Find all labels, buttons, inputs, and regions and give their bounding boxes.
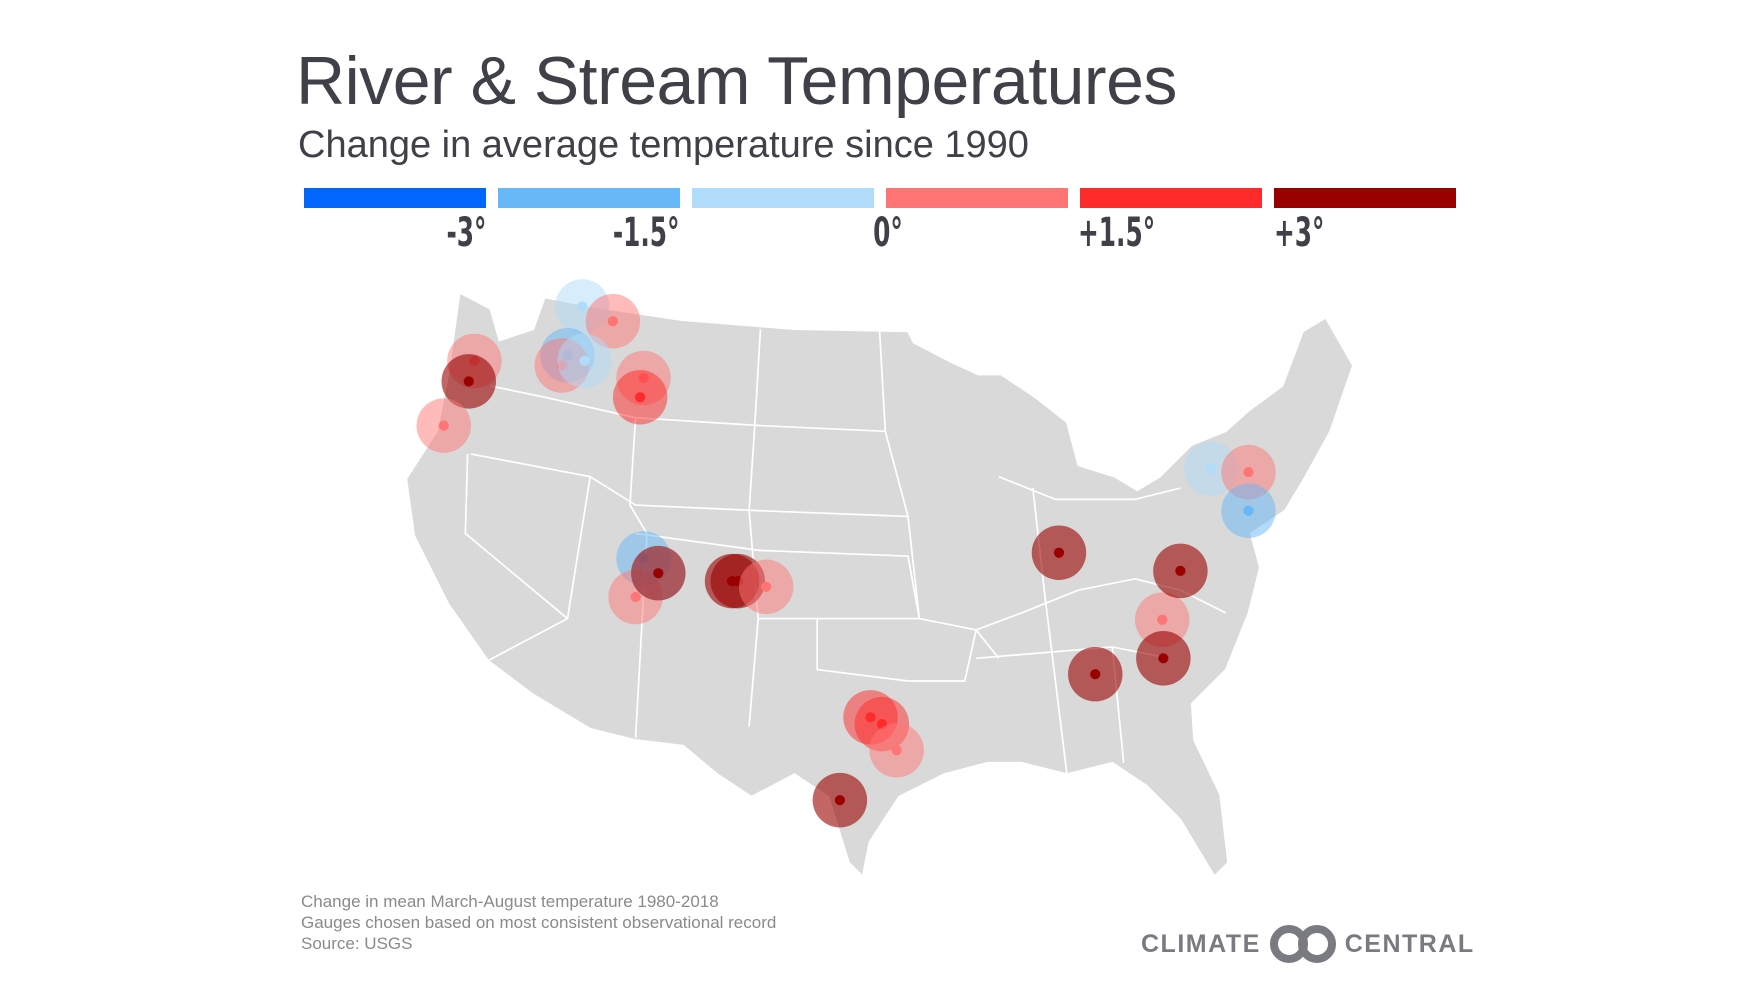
legend-swatch bbox=[886, 188, 1068, 208]
legend-tick-label: -1.5° bbox=[612, 210, 679, 256]
footer-source: Source: USGS bbox=[301, 934, 413, 953]
logo-text-left: CLIMATE bbox=[1141, 929, 1261, 958]
legend-tick-label: -3° bbox=[446, 210, 486, 256]
climate-central-logo: CLIMATE CENTRAL bbox=[1141, 924, 1475, 964]
footer-note: Change in mean March-August temperature … bbox=[301, 892, 719, 911]
legend-tick-label: +1.5° bbox=[1078, 210, 1156, 256]
legend-swatch bbox=[304, 188, 486, 208]
gauge-center-dot bbox=[1158, 653, 1169, 664]
gauge-center-dot bbox=[761, 581, 772, 592]
gauge-center-dot bbox=[1205, 463, 1217, 474]
gauge-center-dot bbox=[1157, 614, 1168, 625]
gauge-center-dot bbox=[577, 301, 588, 312]
chart-subtitle: Change in average temperature since 1990 bbox=[298, 124, 1029, 166]
us-outline bbox=[405, 291, 1354, 878]
gauge-center-dot bbox=[579, 355, 590, 367]
gauge-center-dot bbox=[1053, 547, 1065, 558]
state-borders bbox=[464, 329, 1227, 775]
gauge-center-dot bbox=[891, 745, 902, 756]
logo-text-right: CENTRAL bbox=[1344, 929, 1475, 958]
gauge-center-dot bbox=[438, 420, 449, 431]
footer-note: Gauges chosen based on most consistent o… bbox=[301, 913, 777, 932]
gauge-center-dot bbox=[1175, 565, 1186, 577]
gauge-center-dot bbox=[834, 795, 846, 806]
legend-tick-label: 0° bbox=[873, 210, 903, 256]
gauge-center-dot bbox=[630, 591, 641, 603]
legend-tick-label: +3° bbox=[1274, 210, 1325, 256]
gauge-center-dot bbox=[607, 316, 619, 327]
chart-title: River & Stream Temperatures bbox=[296, 43, 1177, 119]
legend-swatch bbox=[498, 188, 680, 208]
gauge-center-dot bbox=[1243, 467, 1254, 478]
gauge-center-dot bbox=[463, 376, 474, 387]
gauge-center-dot bbox=[1243, 505, 1254, 516]
gauge-center-dot bbox=[1090, 669, 1101, 680]
logo-rings-icon bbox=[1269, 925, 1336, 963]
legend-swatch bbox=[1080, 188, 1262, 208]
gauge-center-dot bbox=[653, 568, 664, 579]
legend-swatch bbox=[692, 188, 874, 208]
gauge-center-dot bbox=[635, 392, 646, 403]
legend-swatch bbox=[1274, 188, 1456, 208]
